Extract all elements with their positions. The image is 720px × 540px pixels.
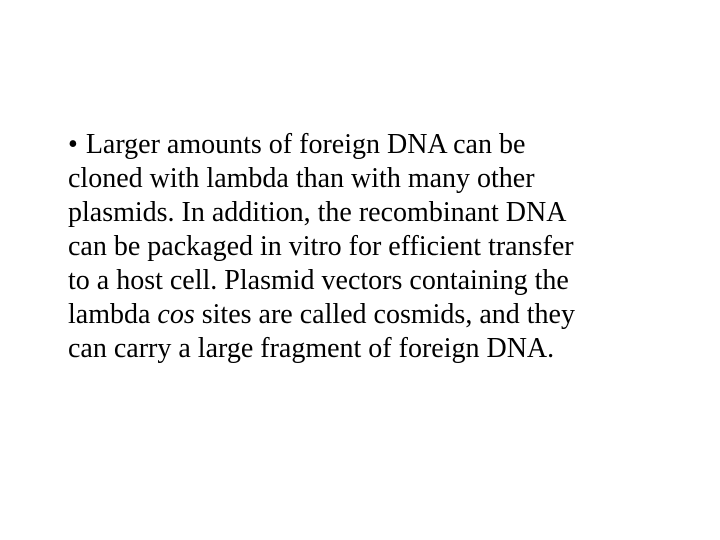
bullet-paragraph: •Larger amounts of foreign DNA can be cl… xyxy=(68,128,600,366)
slide-body: •Larger amounts of foreign DNA can be cl… xyxy=(0,0,720,540)
bullet-glyph: • xyxy=(68,129,78,160)
paragraph-italic-cos: cos xyxy=(157,299,194,330)
